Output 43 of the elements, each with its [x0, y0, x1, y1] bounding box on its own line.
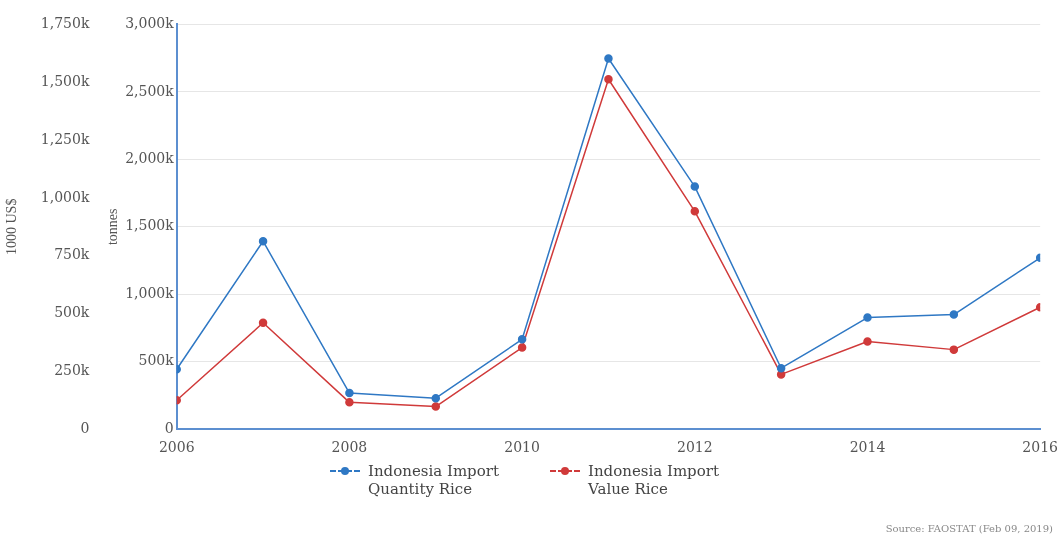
x-tick-label: 2006 [158, 439, 195, 456]
x-tick-label: 2010 [504, 439, 540, 456]
x-tick-label: 2012 [676, 439, 713, 456]
y2-axis-title: 1000 US$ [4, 198, 20, 255]
y-tick-label: 2,000k [125, 149, 175, 166]
x-tick-label: 2016 [1022, 439, 1059, 456]
point [776, 363, 786, 373]
point [604, 74, 613, 84]
legend-label: Indonesia Import Quantity Rice [368, 462, 500, 498]
y-tick-label: 1,500k [125, 217, 175, 234]
y-tick-label: 0 [164, 419, 174, 436]
point [258, 236, 268, 246]
y2-tick-label: 1,750k [40, 15, 90, 32]
point [690, 182, 700, 191]
x-tick-label: 2008 [331, 439, 368, 456]
y2-tick-label: 1,500k [40, 72, 90, 89]
y2-tick-label: 1,250k [40, 130, 90, 147]
point [431, 393, 441, 403]
y2-tick-label: 0 [80, 419, 90, 436]
point [604, 54, 613, 63]
point [345, 388, 354, 398]
point [863, 337, 872, 346]
x-tick-label: 2014 [849, 439, 886, 456]
y2-tick-label: 1,000k [40, 188, 90, 205]
y2-tick-label: 250k [54, 362, 90, 379]
y-tick-label: 3,000k [125, 15, 175, 32]
point [949, 310, 959, 319]
y-axis-title: tonnes [105, 208, 121, 246]
legend-label: Indonesia Import Value Rice [588, 462, 720, 498]
point [517, 335, 527, 344]
y-tick-label: 500k [138, 352, 175, 369]
y2-tick-label: 500k [54, 304, 90, 321]
point [949, 345, 959, 354]
point [517, 343, 527, 352]
point [863, 313, 872, 322]
source-note: Source: FAOSTAT (Feb 09, 2019) [885, 523, 1053, 534]
y-tick-label: 1,000k [125, 284, 175, 301]
point [690, 207, 700, 216]
point [431, 402, 441, 411]
point [258, 318, 268, 328]
y-tick-label: 2,500k [125, 82, 175, 99]
y2-tick-label: 750k [54, 246, 90, 263]
point [345, 398, 354, 407]
